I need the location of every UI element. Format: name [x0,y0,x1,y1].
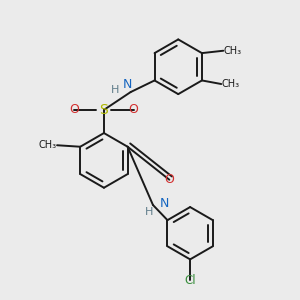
Text: Cl: Cl [184,274,196,287]
Text: O: O [69,103,79,116]
Text: N: N [160,197,169,210]
Text: H: H [111,85,119,95]
Text: N: N [123,78,132,91]
Text: O: O [164,173,174,186]
Text: H: H [145,206,154,217]
Text: CH₃: CH₃ [223,46,242,56]
Text: O: O [129,103,139,116]
Text: S: S [100,103,108,117]
Text: CH₃: CH₃ [39,140,57,150]
Text: CH₃: CH₃ [221,79,239,89]
